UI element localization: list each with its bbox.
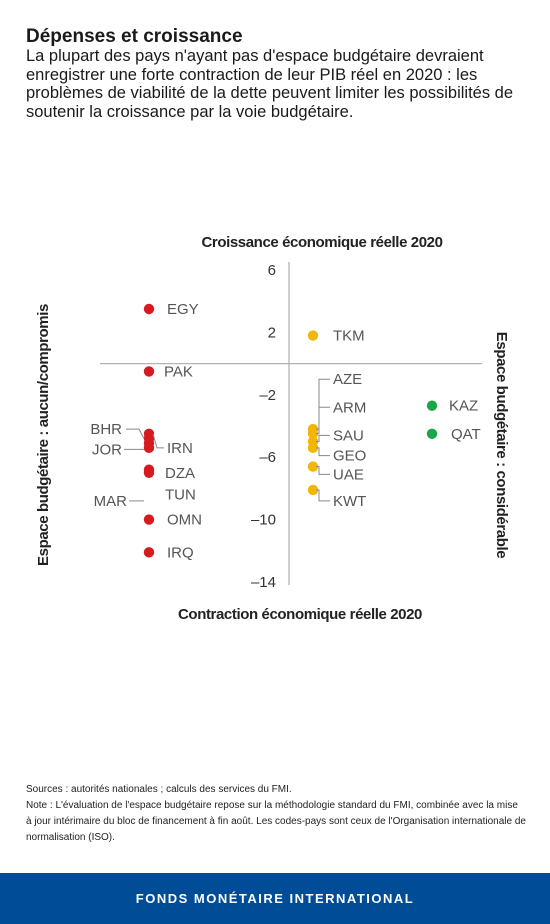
y-tick-label: –14 — [251, 574, 276, 591]
data-label-kaz: KAZ — [449, 398, 478, 415]
data-label-irn: IRN — [167, 440, 193, 457]
data-point-dza — [143, 442, 155, 454]
leader-line-sau — [316, 434, 330, 443]
top-axis-label: Croissance économique réelle 2020 — [201, 234, 442, 251]
leader-line-aze — [316, 378, 330, 430]
data-label-tkm: TKM — [333, 328, 365, 345]
y-tick-label: 6 — [268, 262, 276, 279]
data-point-uae — [307, 461, 319, 472]
data-label-kwt: KWT — [333, 493, 366, 510]
data-point-tkm — [307, 330, 319, 341]
data-label-uae: UAE — [333, 466, 364, 483]
leader-line-arm — [316, 406, 330, 435]
data-label-arm: ARM — [333, 399, 366, 416]
bottom-axis-label: Contraction économique réelle 2020 — [178, 606, 422, 623]
data-point-arm — [307, 428, 319, 439]
data-label-irq: IRQ — [167, 544, 194, 561]
y-tick-label: –2 — [259, 387, 276, 404]
data-label-dza: DZA — [165, 465, 195, 482]
data-point-egy — [143, 303, 155, 315]
leader-line-irn — [152, 433, 164, 449]
data-point-pak — [143, 366, 155, 377]
data-point-geo — [307, 442, 319, 454]
left-axis-label: Espace budgétaire : aucun/compromis — [35, 304, 52, 566]
chart-subtitle: La plupart des pays n'ayant pas d'espace… — [26, 47, 514, 121]
data-point-mar — [143, 467, 155, 478]
data-label-jor: JOR — [92, 441, 122, 458]
footer-brand: FONDS MONÉTAIRE INTERNATIONAL — [135, 891, 415, 906]
data-label-bhr: BHR — [90, 421, 122, 438]
y-tick-label: –6 — [259, 449, 276, 466]
footer-bar: FONDS MONÉTAIRE INTERNATIONAL — [0, 873, 550, 924]
data-point-kwt — [307, 484, 319, 496]
right-axis-label: Espace budgétaire : considérable — [493, 332, 510, 559]
data-label-mar: MAR — [94, 493, 128, 510]
data-label-qat: QAT — [451, 426, 481, 443]
data-point-irq — [143, 547, 155, 558]
data-point-omn — [143, 514, 155, 525]
leader-line-bhr — [126, 428, 145, 439]
data-label-tun: TUN — [165, 487, 196, 504]
note-text: Note : L'évaluation de l'espace budgétai… — [26, 800, 526, 843]
y-tick-label: –10 — [251, 512, 276, 529]
data-point-kaz — [426, 400, 438, 411]
data-point-qat — [426, 428, 438, 439]
data-label-egy: EGY — [167, 301, 199, 318]
y-tick-label: 2 — [268, 324, 276, 341]
data-label-aze: AZE — [333, 371, 362, 388]
data-points — [143, 303, 438, 558]
leader-line-uae — [316, 466, 330, 475]
data-label-omn: OMN — [167, 512, 202, 529]
data-label-sau: SAU — [333, 427, 364, 444]
data-labels: EGY PAK IRN BHR JOR DZA TUN MAR OMN IRQ TKM AZE ARM S… — [90, 301, 480, 561]
chart-notes: Sources : autorités nationales ; calculs… — [26, 782, 526, 846]
leader-line-geo — [316, 447, 330, 457]
y-axis-ticks: 6 2 –2 –6 –10 –14 — [251, 262, 276, 591]
sources-text: Sources : autorités nationales ; calculs… — [26, 784, 292, 795]
data-label-pak: PAK — [164, 363, 193, 380]
chart-frame: Croissance économique réelle 2020 Contrac… — [35, 234, 510, 623]
chart-title: Dépenses et croissance — [26, 26, 243, 47]
leader-line-kwt — [316, 489, 330, 502]
scatter-chart: Croissance économique réelle 2020 Contrac… — [35, 234, 510, 623]
data-label-geo: GEO — [333, 448, 366, 465]
